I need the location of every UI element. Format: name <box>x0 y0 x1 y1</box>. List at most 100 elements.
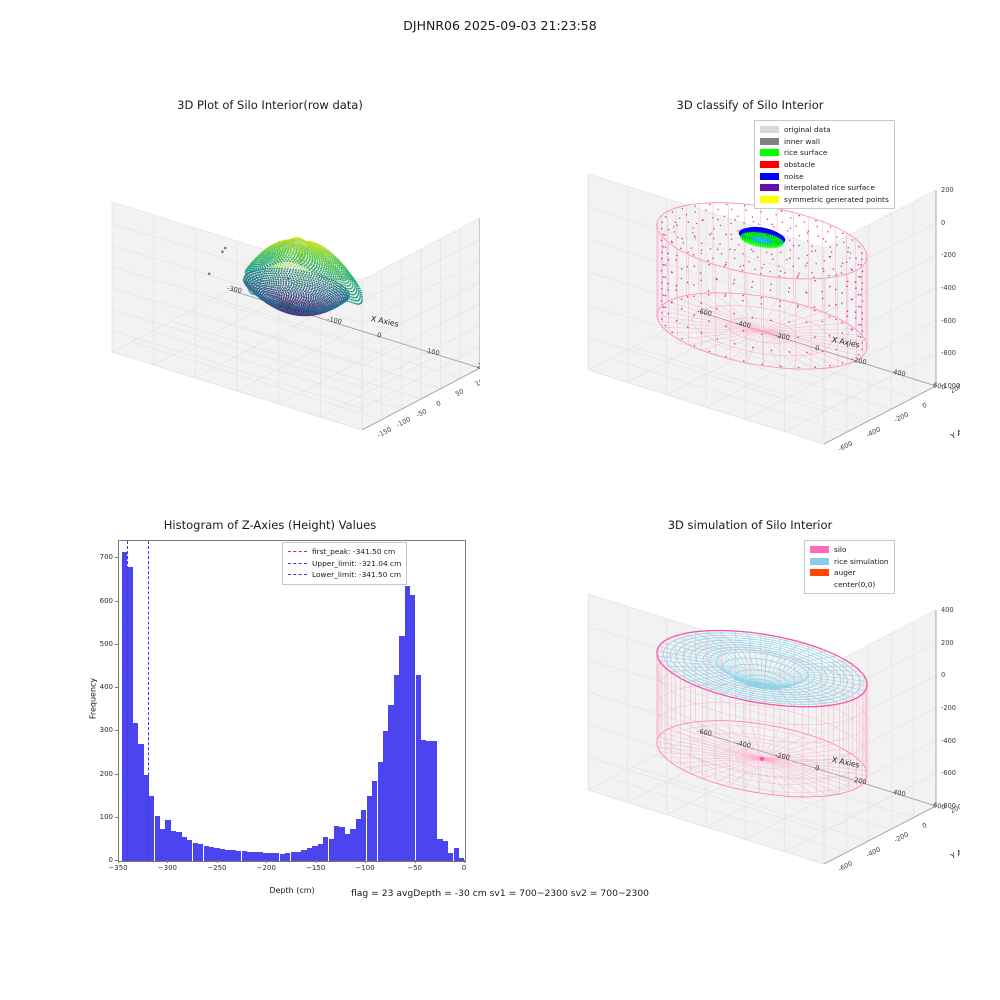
y-axis-tick-mark <box>115 816 118 818</box>
histogram-bar <box>290 852 296 861</box>
histogram-bar <box>334 826 340 861</box>
histogram-bar <box>431 740 438 861</box>
legend-label: original data <box>784 125 831 135</box>
histogram-plot-area[interactable] <box>118 540 466 862</box>
x-axis-tick-mark <box>216 860 218 863</box>
axis-tick-label: -800 <box>941 349 956 358</box>
legend-swatch-icon <box>760 184 779 192</box>
histogram-bar <box>388 705 394 861</box>
figure-suptitle: DJHNR06 2025-09-03 21:23:58 <box>403 18 597 33</box>
legend-dashed-line-icon <box>288 574 307 576</box>
axis-tick-label: -800 <box>941 802 956 810</box>
raw-3d-scene[interactable]: -300-200-1000100200-150-100-500501001500… <box>60 120 480 472</box>
axis-tick-label: 200 <box>941 638 954 647</box>
histogram-threshold-line <box>147 541 149 861</box>
histogram-legend: first_peak: -341.50 cm Upper_limit: -321.… <box>282 542 408 585</box>
histogram-bar <box>366 796 372 861</box>
histogram-bar <box>187 840 193 861</box>
histogram-bar <box>149 796 155 861</box>
histogram-bar <box>208 846 215 861</box>
histogram-bar <box>312 846 318 861</box>
legend-item: symmetric generated points <box>760 194 889 206</box>
legend-label: interpolated rice surface <box>784 183 875 193</box>
histogram-bar <box>274 853 280 861</box>
histogram-bar <box>323 837 329 861</box>
y-axis-tick-label: 200 <box>99 769 113 778</box>
histogram-bar <box>198 843 204 861</box>
legend-swatch-icon <box>810 569 829 577</box>
y-axis-tick-mark <box>115 600 118 602</box>
panel-simulation-3d-plot: 3D simulation of Silo Interior -600 -400 -… <box>540 518 960 898</box>
legend-swatch-icon <box>760 161 779 169</box>
panel-classify-title: 3D classify of Silo Interior <box>676 98 824 112</box>
simulation-3d-scene[interactable]: -600 -400 -200 0 200 400 600 -600 -400 -200 0 200 40… <box>540 540 960 892</box>
legend-label: rice surface <box>784 148 828 158</box>
histogram-bar <box>355 818 362 861</box>
x-axis-tick-mark <box>464 860 465 863</box>
histogram-bar <box>306 848 313 861</box>
classify-legend: original data inner wall rice surface obsta… <box>754 120 895 210</box>
x-axis-tick-mark <box>118 860 119 863</box>
axis-tick-label: 200 <box>941 186 954 194</box>
legend-label: auger <box>834 568 856 578</box>
legend-swatch-icon <box>760 195 779 203</box>
histogram-bar <box>121 551 128 861</box>
panel-raw-3d-plot: 3D Plot of Silo Interior(row data) -300-… <box>60 98 480 478</box>
y-axis-tick-mark <box>115 643 118 645</box>
axis-tick-label: -400 <box>941 736 956 745</box>
histogram-bar <box>285 853 291 861</box>
histogram-bar <box>165 819 171 861</box>
legend-label: Upper_limit: -321.04 cm <box>312 558 402 568</box>
y-axis-tick-label: 600 <box>99 596 113 605</box>
histogram-bar <box>426 740 432 861</box>
histogram-bar <box>214 848 220 861</box>
histogram-bar <box>236 850 242 861</box>
histogram-bar <box>170 830 177 861</box>
legend-swatch-icon <box>760 137 779 145</box>
y-axis-tick-mark <box>115 730 118 732</box>
histogram-bar <box>225 849 231 861</box>
x-axis-tick-label: −350 <box>108 864 128 872</box>
legend-swatch-icon <box>810 557 829 565</box>
legend-label: center(0,0) <box>834 580 876 590</box>
axis-tick-label: 0 <box>941 671 946 680</box>
histogram-bar <box>393 675 400 861</box>
histogram-threshold-line <box>127 541 129 861</box>
histogram-bar <box>404 586 410 861</box>
histogram-bar <box>361 809 367 861</box>
axes-3d-graphics <box>587 593 937 865</box>
legend-swatch-icon <box>760 149 779 157</box>
x-axis-tick-mark <box>414 860 416 863</box>
legend-item: interpolated rice surface <box>760 182 889 194</box>
histogram-bar <box>263 852 269 861</box>
y-axis-tick-label: 100 <box>99 812 113 821</box>
panel-classify-3d-plot: 3D classify of Silo Interior -600 -400 -20… <box>540 98 960 478</box>
histogram-bar <box>339 827 345 861</box>
histogram-bar <box>241 851 247 861</box>
y-axis-tick-label: 700 <box>99 553 113 562</box>
legend-item: auger <box>810 567 889 579</box>
legend-swatch-icon <box>760 172 779 180</box>
histogram-bar <box>154 815 160 861</box>
histogram-bar <box>181 837 188 861</box>
histogram-bar <box>317 843 323 861</box>
y-axis-tick-mark <box>115 860 118 861</box>
x-axis-tick-mark <box>167 860 169 863</box>
histogram-bar <box>127 566 133 861</box>
axis-tick-label: -200 <box>941 704 956 712</box>
legend-label: symmetric generated points <box>784 194 889 204</box>
legend-swatch-icon <box>810 546 829 554</box>
legend-label: noise <box>784 171 804 181</box>
histogram-bar <box>344 834 351 861</box>
histogram-bar <box>437 838 443 861</box>
x-axis-tick-label: −200 <box>256 864 276 872</box>
histogram-x-axis-label: Depth (cm) <box>269 886 315 895</box>
legend-item: noise <box>760 170 889 182</box>
histogram-bar <box>143 774 149 861</box>
legend-label: Lower_limit: -341.50 cm <box>312 570 402 580</box>
classify-3d-scene[interactable]: -600 -400 -200 0 200 400 600 -600 -400 -200 0 200 20… <box>540 120 960 472</box>
histogram-bar <box>230 850 236 861</box>
legend-label: silo <box>834 545 847 555</box>
histogram-bar <box>257 852 264 861</box>
